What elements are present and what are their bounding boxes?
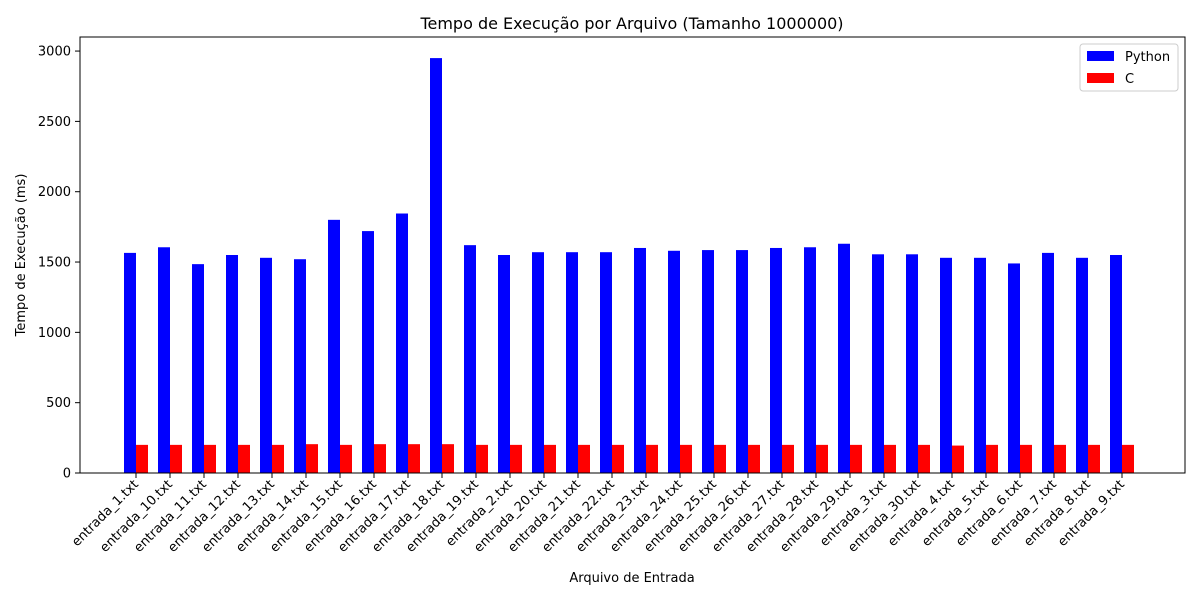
bar-c-entrada-3-txt (884, 444, 896, 473)
bar-c-entrada-22-txt (612, 444, 624, 473)
bar-python-entrada-30-txt (906, 254, 918, 473)
bar-c-entrada-14-txt (306, 444, 318, 473)
bar-python-entrada-10-txt (158, 247, 170, 473)
bar-c-entrada-26-txt (748, 444, 760, 473)
bar-python-entrada-7-txt (1042, 252, 1054, 473)
bar-python-entrada-6-txt (1008, 263, 1020, 473)
bar-python-entrada-8-txt (1076, 257, 1088, 473)
bar-python-entrada-2-txt (498, 255, 510, 473)
bar-python-entrada-23-txt (634, 247, 646, 473)
bar-python-entrada-17-txt (396, 213, 408, 473)
legend-swatch-c (1087, 73, 1114, 83)
bar-python-entrada-15-txt (328, 219, 340, 473)
bar-python-entrada-11-txt (192, 264, 204, 473)
bar-c-entrada-27-txt (782, 444, 794, 473)
y-axis-title: Tempo de Execução (ms) (14, 174, 29, 338)
legend-label-python: Python (1125, 50, 1170, 65)
bar-c-entrada-11-txt (204, 444, 216, 473)
bar-c-entrada-20-txt (544, 444, 556, 473)
bar-python-entrada-1-txt (124, 252, 136, 473)
bar-c-entrada-30-txt (918, 444, 930, 473)
bar-c-entrada-12-txt (238, 444, 250, 473)
bar-c-entrada-28-txt (816, 444, 828, 473)
bar-python-entrada-14-txt (294, 259, 306, 473)
bar-python-entrada-12-txt (226, 255, 238, 473)
bar-python-entrada-25-txt (702, 250, 714, 473)
bar-c-entrada-13-txt (272, 444, 284, 473)
bar-python-entrada-9-txt (1110, 255, 1122, 473)
y-tick-label: 3000 (38, 45, 71, 60)
bar-c-entrada-9-txt (1122, 444, 1134, 473)
chart-title: Tempo de Execução por Arquivo (Tamanho 1… (419, 14, 843, 33)
bar-c-entrada-1-txt (136, 444, 148, 473)
bar-c-entrada-16-txt (374, 444, 386, 473)
y-tick-label: 1500 (38, 256, 71, 271)
bar-python-entrada-21-txt (566, 252, 578, 473)
bar-c-entrada-29-txt (850, 444, 862, 473)
bar-python-entrada-28-txt (804, 247, 816, 473)
bar-python-entrada-13-txt (260, 257, 272, 473)
y-axis: 0 500 1000 1500 2000 2500 3000 (38, 45, 80, 482)
bar-c-entrada-10-txt (170, 444, 182, 473)
bar-python-entrada-29-txt (838, 243, 850, 473)
bar-python-entrada-20-txt (532, 252, 544, 473)
plot-frame (79, 36, 1186, 474)
y-tick-label: 1000 (38, 326, 71, 341)
y-tick-label: 0 (63, 467, 71, 482)
bar-c-entrada-7-txt (1054, 444, 1066, 473)
bar-c-entrada-6-txt (1020, 444, 1032, 473)
bar-c-entrada-17-txt (408, 444, 420, 473)
legend-swatch-python (1087, 51, 1114, 61)
bar-python-entrada-19-txt (464, 245, 476, 473)
bar-c-entrada-8-txt (1088, 444, 1100, 473)
bar-c-entrada-18-txt (442, 444, 454, 473)
bar-python-entrada-26-txt (736, 250, 748, 473)
bar-python-entrada-27-txt (770, 247, 782, 473)
bar-python-entrada-16-txt (362, 231, 374, 473)
bar-c-entrada-15-txt (340, 444, 352, 473)
legend-label-c: C (1125, 72, 1134, 87)
bar-python-entrada-18-txt (430, 58, 442, 474)
bar-c-entrada-24-txt (680, 444, 692, 473)
bar-python-entrada-5-txt (974, 257, 986, 473)
bars-group (124, 58, 1134, 474)
bar-c-entrada-23-txt (646, 444, 658, 473)
bar-python-entrada-3-txt (872, 254, 884, 473)
legend: Python C (1079, 43, 1179, 92)
bar-c-entrada-19-txt (476, 444, 488, 473)
bar-c-entrada-5-txt (986, 444, 998, 473)
y-tick-label: 2500 (38, 115, 71, 130)
bar-c-entrada-21-txt (578, 444, 590, 473)
bar-python-entrada-22-txt (600, 252, 612, 473)
bar-c-entrada-25-txt (714, 444, 726, 473)
bar-python-entrada-4-txt (940, 257, 952, 473)
bar-python-entrada-24-txt (668, 250, 680, 473)
bar-c-entrada-4-txt (952, 445, 964, 473)
y-tick-label: 2000 (38, 185, 71, 200)
x-axis-title: Arquivo de Entrada (569, 571, 694, 586)
bar-c-entrada-2-txt (510, 444, 522, 473)
y-tick-label: 500 (46, 396, 71, 411)
